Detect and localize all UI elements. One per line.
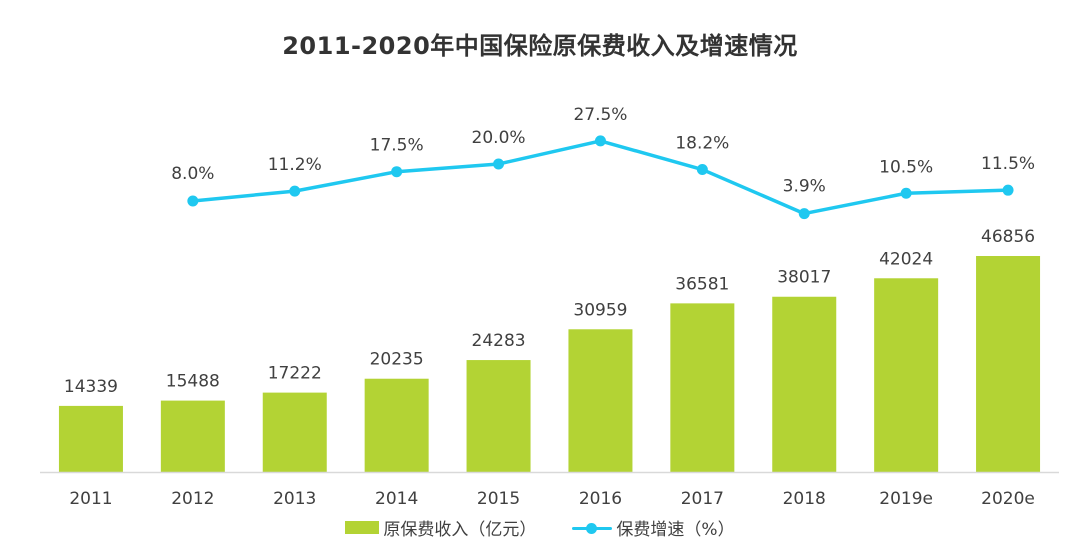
- x-tick-label: 2016: [579, 489, 622, 509]
- bar-value-label: 36581: [675, 274, 729, 294]
- growth-value-label: 8.0%: [171, 164, 214, 184]
- bar-2020e[interactable]: [976, 256, 1041, 472]
- growth-point-2012[interactable]: [187, 195, 199, 207]
- growth-point-2018[interactable]: [798, 208, 810, 220]
- bar-2016[interactable]: [568, 329, 633, 472]
- legend-label-revenue: 原保费收入（亿元）: [383, 520, 537, 540]
- x-tick-label: 2013: [273, 489, 316, 509]
- growth-point-2015[interactable]: [493, 158, 505, 170]
- growth-value-label: 20.0%: [472, 128, 526, 148]
- bar-2015[interactable]: [466, 360, 531, 472]
- chart-title: 2011-2020年中国保险原保费收入及增速情况: [282, 32, 798, 60]
- bar-2013[interactable]: [262, 392, 327, 472]
- growth-point-2019e[interactable]: [900, 187, 912, 199]
- bar-value-label: 42024: [879, 249, 933, 269]
- legend-item-growth[interactable]: 保费增速（%）: [572, 515, 735, 540]
- x-tick-label: 2014: [375, 489, 418, 509]
- bar-value-label: 20235: [370, 350, 424, 370]
- growth-value-label: 17.5%: [370, 136, 424, 156]
- bar-value-label: 15488: [166, 372, 220, 392]
- bar-value-label: 24283: [472, 331, 526, 351]
- x-tick-label: 2012: [171, 489, 214, 509]
- x-tick-label: 2018: [783, 489, 826, 509]
- bar-value-label: 46856: [981, 227, 1035, 247]
- bar-2018[interactable]: [772, 296, 837, 472]
- bar-2012[interactable]: [160, 400, 225, 472]
- legend-bar-swatch-icon: [345, 521, 380, 534]
- x-tick-label: 2020e: [981, 489, 1035, 509]
- growth-point-2017[interactable]: [696, 164, 708, 176]
- bar-2014[interactable]: [364, 378, 429, 472]
- growth-value-label: 11.5%: [981, 154, 1035, 174]
- growth-value-label: 10.5%: [879, 157, 933, 177]
- growth-point-2013[interactable]: [289, 185, 301, 197]
- bar-value-label: 17222: [268, 364, 322, 384]
- growth-value-label: 3.9%: [783, 177, 826, 197]
- bar-2017[interactable]: [670, 303, 735, 472]
- growth-point-2016[interactable]: [594, 135, 606, 147]
- growth-value-label: 27.5%: [573, 105, 627, 125]
- bar-value-label: 38017: [777, 268, 831, 288]
- growth-value-label: 11.2%: [268, 155, 322, 175]
- x-tick-label: 2015: [477, 489, 520, 509]
- x-tick-label: 2011: [69, 489, 112, 509]
- growth-point-2014[interactable]: [391, 166, 403, 178]
- bar-2011[interactable]: [58, 405, 123, 472]
- x-tick-label: 2019e: [879, 489, 933, 509]
- bar-value-label: 30959: [573, 300, 627, 320]
- growth-point-2020e[interactable]: [1002, 184, 1014, 196]
- growth-value-label: 18.2%: [675, 134, 729, 154]
- bar-value-label: 14339: [64, 377, 118, 397]
- legend: 原保费收入（亿元） 保费增速（%）: [0, 515, 1080, 540]
- legend-item-revenue[interactable]: 原保费收入（亿元）: [345, 515, 536, 540]
- bar-2019e[interactable]: [874, 278, 939, 472]
- x-tick-label: 2017: [681, 489, 724, 509]
- legend-label-growth: 保费增速（%）: [616, 520, 735, 540]
- legend-line-marker-icon: [572, 521, 613, 535]
